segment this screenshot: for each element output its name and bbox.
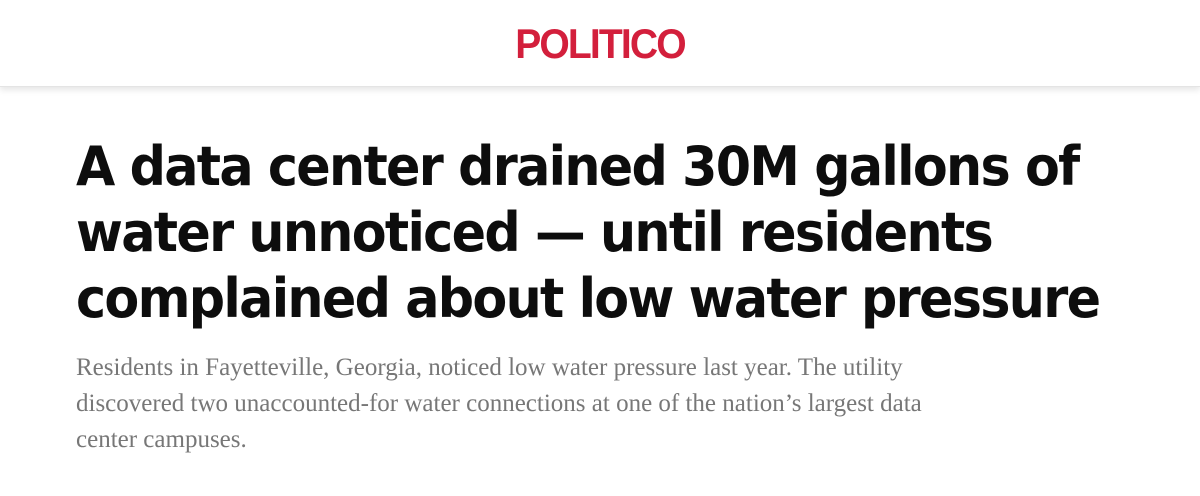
dek-line: discovered two unaccounted-for water con… xyxy=(76,390,922,417)
masthead: POLITICO xyxy=(0,0,1200,87)
article-headline: A data center drained 30M gallons of wat… xyxy=(76,134,1110,332)
headline-line: A data center drained 30M gallons of xyxy=(76,135,1080,198)
headline-line: complained about low water pressure xyxy=(76,267,1101,330)
politico-logo[interactable]: POLITICO xyxy=(515,20,686,67)
headline-line: water unnoticed — until residents xyxy=(76,201,994,264)
dek-line: Residents in Fayetteville, Georgia, noti… xyxy=(76,354,903,381)
article-dek: Residents in Fayetteville, Georgia, noti… xyxy=(76,350,1156,458)
dek-line: center campuses. xyxy=(76,426,247,453)
